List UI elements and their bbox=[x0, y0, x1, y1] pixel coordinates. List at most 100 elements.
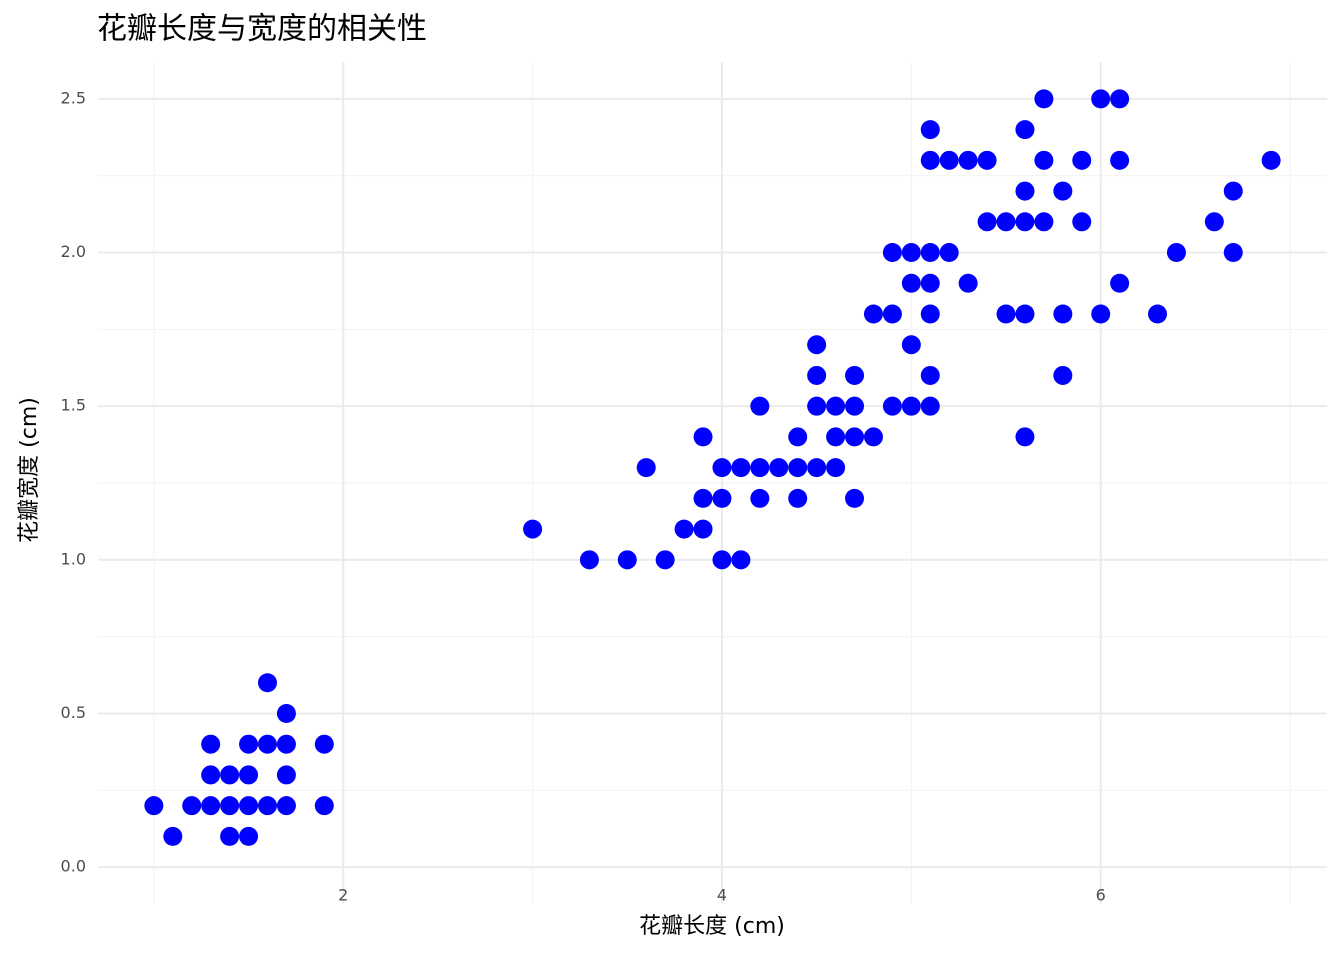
point bbox=[693, 488, 713, 508]
point bbox=[1015, 120, 1035, 140]
chart-title: 花瓣长度与宽度的相关性 bbox=[97, 12, 427, 47]
point bbox=[769, 458, 789, 478]
point bbox=[579, 550, 599, 570]
point bbox=[693, 427, 713, 447]
point bbox=[1034, 89, 1054, 109]
point bbox=[314, 734, 334, 754]
point bbox=[1034, 212, 1054, 232]
point bbox=[750, 488, 770, 508]
point bbox=[239, 826, 259, 846]
point bbox=[920, 273, 940, 293]
point bbox=[807, 396, 827, 416]
point bbox=[996, 212, 1016, 232]
point bbox=[845, 396, 865, 416]
point bbox=[523, 519, 543, 539]
point bbox=[1072, 150, 1092, 170]
y-tick-label: 2.5 bbox=[61, 88, 86, 107]
point bbox=[1204, 212, 1224, 232]
point bbox=[276, 765, 296, 785]
y-tick-label: 1.5 bbox=[61, 396, 86, 415]
point bbox=[239, 765, 259, 785]
point bbox=[1110, 150, 1130, 170]
point bbox=[920, 396, 940, 416]
point bbox=[276, 703, 296, 723]
point bbox=[220, 796, 240, 816]
point bbox=[901, 335, 921, 355]
point bbox=[712, 550, 732, 570]
point bbox=[163, 826, 183, 846]
point bbox=[845, 488, 865, 508]
point bbox=[257, 734, 277, 754]
point bbox=[863, 304, 883, 324]
point bbox=[239, 734, 259, 754]
point bbox=[257, 673, 277, 693]
point bbox=[845, 365, 865, 385]
point bbox=[1223, 243, 1243, 263]
point bbox=[901, 273, 921, 293]
point bbox=[901, 396, 921, 416]
point bbox=[1053, 181, 1073, 201]
point bbox=[788, 458, 808, 478]
point bbox=[863, 427, 883, 447]
point bbox=[996, 304, 1016, 324]
point bbox=[1053, 365, 1073, 385]
point bbox=[826, 396, 846, 416]
point bbox=[882, 304, 902, 324]
point bbox=[1034, 150, 1054, 170]
point bbox=[617, 550, 637, 570]
point bbox=[939, 243, 959, 263]
point bbox=[1110, 273, 1130, 293]
y-axis-title: 花瓣宽度 (cm) bbox=[17, 397, 42, 543]
point bbox=[845, 427, 865, 447]
point bbox=[750, 396, 770, 416]
point bbox=[182, 796, 202, 816]
point bbox=[1091, 89, 1111, 109]
point bbox=[276, 734, 296, 754]
point bbox=[693, 519, 713, 539]
point bbox=[1053, 304, 1073, 324]
point bbox=[712, 488, 732, 508]
point bbox=[826, 427, 846, 447]
y-tick-label: 0.0 bbox=[61, 857, 86, 876]
point bbox=[920, 120, 940, 140]
point bbox=[1015, 212, 1035, 232]
point bbox=[731, 550, 751, 570]
point bbox=[750, 458, 770, 478]
x-tick-label: 4 bbox=[717, 886, 727, 905]
point bbox=[257, 796, 277, 816]
point bbox=[958, 273, 978, 293]
point bbox=[655, 550, 675, 570]
point bbox=[314, 796, 334, 816]
point bbox=[826, 458, 846, 478]
point bbox=[1072, 212, 1092, 232]
point bbox=[1015, 304, 1035, 324]
point bbox=[712, 458, 732, 478]
point bbox=[977, 150, 997, 170]
point bbox=[882, 243, 902, 263]
point bbox=[1091, 304, 1111, 324]
x-axis-title: 花瓣长度 (cm) bbox=[639, 914, 785, 939]
point bbox=[1223, 181, 1243, 201]
point bbox=[201, 796, 221, 816]
point bbox=[901, 243, 921, 263]
y-tick-label: 2.0 bbox=[61, 242, 86, 261]
point bbox=[276, 796, 296, 816]
y-tick-label: 0.5 bbox=[61, 703, 86, 722]
point bbox=[807, 365, 827, 385]
point bbox=[958, 150, 978, 170]
y-tick-label: 1.0 bbox=[61, 549, 86, 568]
point bbox=[201, 765, 221, 785]
point bbox=[220, 826, 240, 846]
point bbox=[920, 243, 940, 263]
point bbox=[144, 796, 164, 816]
x-tick-label: 6 bbox=[1096, 886, 1106, 905]
point bbox=[920, 304, 940, 324]
point bbox=[807, 458, 827, 478]
point bbox=[882, 396, 902, 416]
point bbox=[1110, 89, 1130, 109]
point bbox=[1166, 243, 1186, 263]
point bbox=[220, 765, 240, 785]
point bbox=[1261, 150, 1281, 170]
point bbox=[939, 150, 959, 170]
